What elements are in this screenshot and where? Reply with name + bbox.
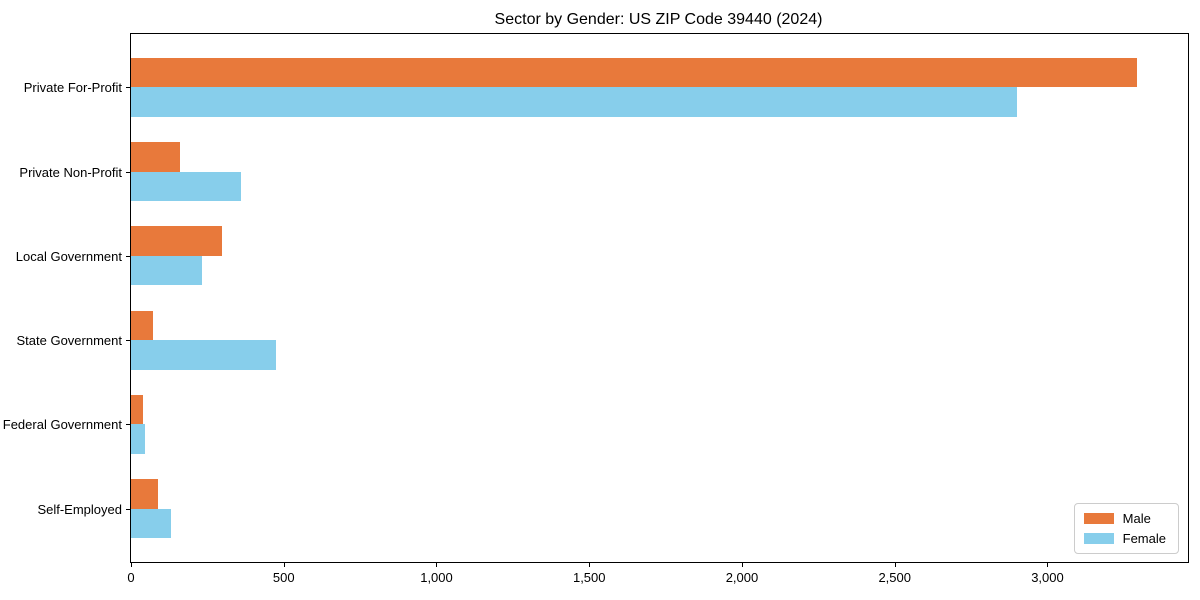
y-tick-mark — [126, 255, 131, 257]
x-tick-label: 1,500 — [572, 570, 606, 585]
x-tick-label: 0 — [127, 570, 135, 585]
y-tick-mark — [126, 171, 131, 173]
bar-male-0 — [131, 58, 1138, 88]
bar-female-3 — [131, 340, 276, 370]
x-tick-mark — [131, 563, 132, 567]
plot-area: Male Female Private For-Profit Private No… — [3, 33, 1189, 585]
bar-female-4 — [131, 424, 146, 454]
bar-female-1 — [131, 171, 241, 202]
x-tick-mark — [1047, 563, 1049, 567]
x-tick-label: 2,000 — [725, 570, 759, 585]
x-tick-mark — [589, 563, 591, 567]
y-tick-label: State Government — [16, 333, 123, 349]
y-tick-label: Private Non-Profit — [19, 164, 122, 180]
x-tick-label: 3,000 — [1031, 570, 1064, 585]
y-tick-mark — [126, 424, 131, 426]
y-tick-mark — [126, 508, 131, 510]
bar-female-0 — [131, 87, 1017, 117]
bar-male-4 — [131, 394, 144, 425]
bar-female-2 — [131, 255, 203, 286]
x-tick-mark — [894, 563, 896, 567]
bar-male-3 — [131, 310, 154, 341]
y-tick-mark — [126, 340, 131, 342]
chart-title: Sector by Gender: US ZIP Code 39440 (202… — [494, 11, 823, 28]
legend-item-female: Female — [1083, 531, 1166, 546]
legend: Male Female — [1073, 503, 1179, 554]
bar-male-5 — [131, 479, 159, 509]
x-tick-mark — [741, 563, 743, 567]
bar-male-2 — [131, 226, 223, 256]
legend-swatch-male-icon — [1083, 513, 1114, 524]
legend-item-male: Male — [1083, 511, 1166, 526]
x-tick-label: 500 — [272, 570, 295, 585]
x-tick-mark — [283, 563, 285, 567]
y-tick-mark — [126, 87, 131, 89]
legend-label-female: Female — [1122, 531, 1166, 546]
x-tick-label: 1,000 — [420, 570, 453, 585]
x-tick-label: 2,500 — [878, 570, 911, 585]
y-tick-label: Federal Government — [2, 417, 122, 433]
y-tick-label: Local Government — [15, 248, 122, 264]
bar-male-1 — [131, 142, 181, 172]
y-tick-label: Private For-Profit — [23, 80, 122, 96]
y-tick-label: Self-Employed — [37, 501, 122, 517]
legend-swatch-female-icon — [1083, 533, 1114, 544]
bar-female-5 — [131, 508, 172, 538]
legend-label-male: Male — [1122, 511, 1151, 526]
x-tick-mark — [436, 563, 438, 567]
